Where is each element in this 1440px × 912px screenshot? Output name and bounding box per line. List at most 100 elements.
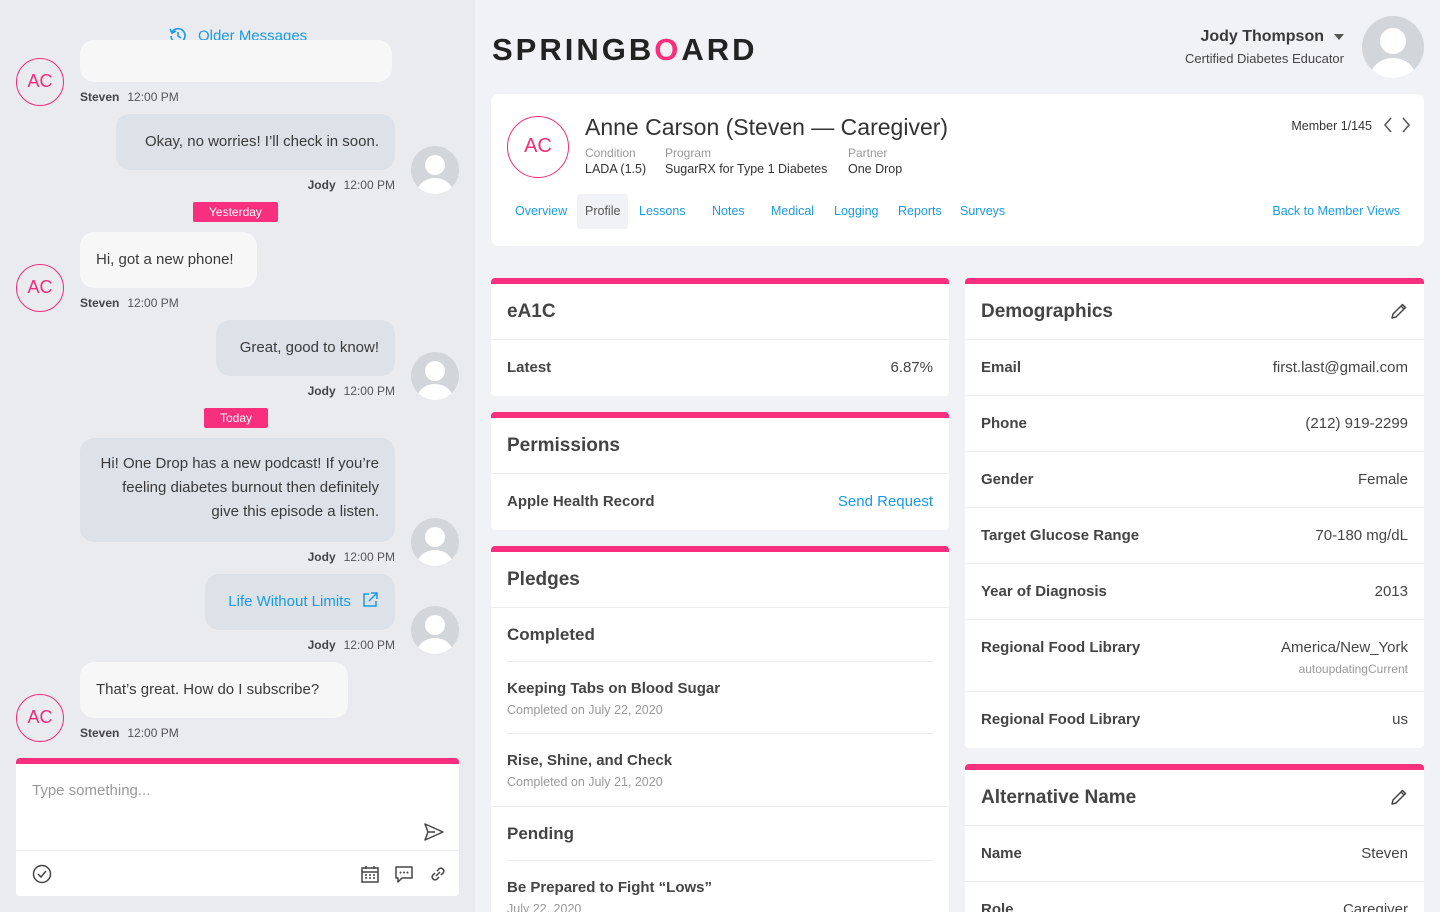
message-sender: Steven: [80, 726, 120, 740]
back-to-member-views-link[interactable]: Back to Member Views: [1272, 204, 1400, 218]
message-sender: Steven: [80, 90, 120, 104]
pencil-icon[interactable]: [1390, 788, 1408, 806]
food-library-sub: autoupdatingCurrent: [1298, 662, 1408, 676]
user-avatar: [411, 146, 459, 194]
ea1c-latest-row: Latest 6.87%: [491, 340, 949, 396]
tab-notes[interactable]: Notes: [712, 204, 745, 218]
message-link-bubble[interactable]: Life Without Limits: [205, 574, 395, 630]
composer-divider: [16, 850, 459, 851]
pledge-date: Completed on July 21, 2020: [507, 775, 663, 789]
tab-medical[interactable]: Medical: [771, 204, 815, 218]
link-icon[interactable]: [428, 864, 448, 884]
permission-row: Apple Health Record Send Request: [491, 474, 949, 530]
ea1c-card: eA1C Latest 6.87%: [491, 278, 949, 396]
member-avatar-large: AC: [507, 116, 569, 178]
pledge-date: July 22, 2020: [507, 902, 582, 912]
tab-reports[interactable]: Reports: [898, 204, 942, 218]
permissions-title: Permissions: [491, 418, 949, 474]
message-bubble: Okay, no worries! I’ll check in soon.: [116, 114, 395, 170]
demographics-title: Demographics: [965, 284, 1424, 340]
member-avatar: AC: [16, 58, 64, 106]
message-text: Great, good to know!: [239, 339, 379, 356]
header-user-avatar[interactable]: [1362, 16, 1424, 78]
user-name: Jody Thompson: [1200, 28, 1324, 45]
message-time: 12:00 PM: [343, 638, 395, 652]
external-link-icon: [363, 592, 378, 607]
message-time: 12:00 PM: [127, 296, 179, 310]
alternative-name-card: Alternative Name Name Steven Role Caregive…: [965, 764, 1424, 912]
user-avatar: [411, 352, 459, 400]
message-text: Hi! One Drop has a new podcast! If you’r…: [100, 455, 379, 520]
message-text: Okay, no worries! I’ll check in soon.: [145, 133, 379, 150]
member-name: Anne Carson (Steven — Caregiver): [585, 114, 949, 140]
demographics-card: Demographics Email first.last@gmail.com P…: [965, 278, 1424, 748]
tab-lessons[interactable]: Lessons: [639, 204, 686, 218]
user-menu[interactable]: Jody Thompson: [1200, 28, 1344, 46]
caret-down-icon: [1334, 33, 1344, 40]
message-time: 12:00 PM: [343, 550, 395, 564]
member-program: Program SugarRX for Type 1 Diabetes: [665, 146, 828, 176]
demographics-row-food-library: Regional Food Library America/New_York a…: [965, 620, 1424, 692]
pledge-item[interactable]: Rise, Shine, and Check Completed on July…: [507, 734, 933, 806]
demographics-row-email: Email first.last@gmail.com: [965, 340, 1424, 396]
pencil-icon[interactable]: [1390, 302, 1408, 320]
tab-overview[interactable]: Overview: [515, 204, 568, 218]
springboard-logo: SPRINGBOARD: [492, 32, 758, 67]
pledge-title: Be Prepared to Fight “Lows”: [507, 879, 713, 896]
permission-label: Apple Health Record: [507, 493, 655, 510]
message-time: 12:00 PM: [127, 726, 179, 740]
message-composer[interactable]: Type something...: [16, 758, 459, 896]
message-link-text[interactable]: Life Without Limits: [228, 593, 351, 610]
pledges-completed-heading: Completed: [507, 608, 933, 662]
permissions-card: Permissions Apple Health Record Send Req…: [491, 412, 949, 530]
message-meta: Steven 12:00 PM: [80, 296, 179, 310]
member-condition: Condition LADA (1.5): [585, 146, 647, 176]
message-bubble: [80, 40, 392, 82]
chevron-left-icon[interactable]: [1382, 116, 1394, 134]
ea1c-title: eA1C: [491, 284, 949, 340]
message-text: Hi, got a new phone!: [96, 251, 234, 268]
message-sender: Jody: [307, 384, 336, 398]
member-partner: Partner One Drop: [848, 146, 903, 176]
demographics-row-food-library-region: Regional Food Library us: [981, 711, 1408, 728]
tab-logging[interactable]: Logging: [834, 204, 879, 218]
member-avatar: AC: [16, 264, 64, 312]
message-sender: Jody: [307, 550, 336, 564]
tab-profile[interactable]: Profile: [577, 194, 629, 229]
demographics-row-gender: Gender Female: [965, 452, 1424, 508]
send-request-link[interactable]: Send Request: [837, 493, 933, 510]
message-sender: Steven: [80, 296, 120, 310]
day-divider-today: Today: [204, 408, 269, 428]
pledge-title: Rise, Shine, and Check: [507, 752, 673, 769]
pledge-item[interactable]: Be Prepared to Fight “Lows” July 22, 202…: [507, 861, 933, 912]
send-icon[interactable]: [423, 822, 445, 842]
member-count: Member 1/145: [1291, 119, 1372, 133]
demographics-row-glucose: Target Glucose Range 70-180 mg/dL: [965, 508, 1424, 564]
message-meta: Steven 12:00 PM: [80, 90, 179, 104]
message-time: 12:00 PM: [343, 178, 395, 192]
message-meta: Jody 12:00 PM: [308, 178, 395, 192]
message-bubble: Hi, got a new phone!: [80, 232, 257, 288]
demographics-row-diagnosis: Year of Diagnosis 2013: [965, 564, 1424, 620]
chat-panel: Older Messages AC Steven 12:00 PM Okay, n…: [0, 0, 475, 912]
message-text: That’s great. How do I subscribe?: [96, 681, 320, 698]
pledge-item[interactable]: Keeping Tabs on Blood Sugar Completed on…: [507, 662, 933, 734]
message-time: 12:00 PM: [127, 90, 179, 104]
message-input[interactable]: Type something...: [32, 782, 151, 799]
check-circle-icon[interactable]: [32, 864, 52, 884]
pledges-pending-heading: Pending: [507, 807, 933, 861]
message-meta: Jody 12:00 PM: [308, 384, 395, 398]
tab-surveys[interactable]: Surveys: [960, 204, 1006, 218]
chevron-right-icon[interactable]: [1400, 116, 1412, 134]
member-header-card: AC Anne Carson (Steven — Caregiver) Cond…: [491, 94, 1424, 246]
calendar-icon[interactable]: [360, 864, 380, 884]
message-bubble: That’s great. How do I subscribe?: [80, 662, 348, 718]
composer-toolbar: [32, 864, 445, 888]
alt-name-row-role: Role Caregiver: [981, 901, 1408, 912]
pledges-card: Pledges Completed Keeping Tabs on Blood …: [491, 546, 949, 912]
message-sender: Jody: [307, 178, 336, 192]
message-time: 12:00 PM: [343, 384, 395, 398]
chat-bubble-icon[interactable]: [394, 864, 414, 884]
ea1c-latest-value: 6.87%: [890, 359, 933, 376]
ea1c-latest-label: Latest: [507, 359, 552, 376]
